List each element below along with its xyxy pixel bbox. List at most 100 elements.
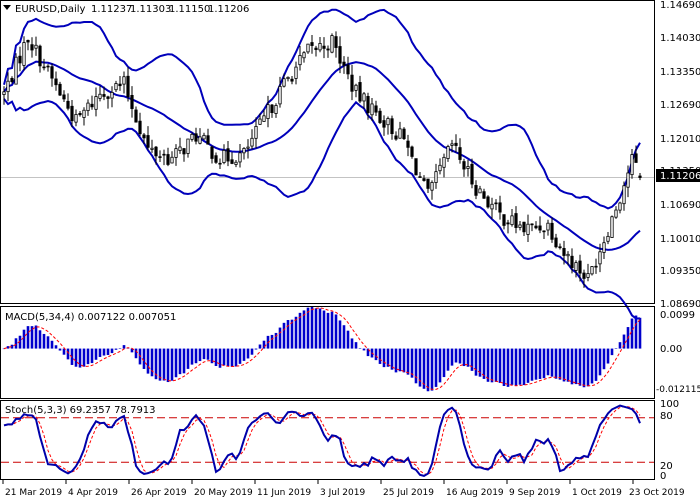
price-tick: 1.12690	[660, 100, 700, 111]
macd-bar	[146, 348, 150, 374]
macd-bar	[446, 348, 450, 371]
price-candle	[386, 116, 390, 135]
macd-bar	[14, 338, 18, 349]
price-candle	[186, 138, 190, 158]
price-candle	[426, 178, 430, 193]
macd-bar	[162, 348, 166, 381]
price-candle	[314, 45, 318, 57]
macd-bar	[214, 348, 218, 367]
time-label: 11 Jun 2019	[257, 488, 311, 498]
price-candle	[486, 195, 490, 209]
macd-bar	[614, 348, 618, 349]
stochastic-panel[interactable]	[0, 400, 655, 480]
price-candle	[626, 165, 630, 198]
price-candle	[530, 223, 534, 232]
macd-bar	[190, 348, 194, 365]
macd-bar	[318, 308, 322, 349]
macd-bar	[346, 330, 350, 349]
macd-bar	[278, 327, 282, 349]
price-candle	[298, 45, 302, 71]
time-label: 23 Oct 2019	[629, 488, 685, 498]
macd-panel[interactable]	[0, 306, 655, 399]
macd-bar	[562, 348, 566, 382]
price-panel[interactable]	[0, 0, 655, 320]
price-candle	[154, 146, 158, 165]
price-candle	[502, 214, 506, 230]
macd-bar	[422, 348, 426, 389]
macd-bar	[142, 348, 146, 369]
price-candle	[330, 33, 334, 54]
macd-bar	[58, 348, 62, 351]
chart-dropdown-icon[interactable]	[3, 5, 11, 10]
price-candle	[346, 56, 350, 80]
macd-bar	[246, 348, 250, 359]
price-candle	[50, 63, 54, 87]
macd-bar	[530, 348, 534, 381]
time-label: 25 Jul 2019	[383, 488, 434, 498]
price-candle	[250, 129, 254, 150]
macd-bar	[50, 340, 54, 349]
macd-bar	[254, 348, 258, 350]
price-candle	[410, 145, 414, 159]
macd-bar	[434, 348, 438, 387]
macd-bar	[174, 348, 178, 378]
bollinger-middle	[3, 60, 641, 251]
price-candle	[370, 97, 374, 122]
stochastic-plot	[1, 404, 654, 477]
price-candle	[466, 159, 470, 177]
macd-bar	[250, 348, 254, 355]
time-axis[interactable]: 21 Mar 2019 4 Apr 2019 26 Apr 2019 20 May 2…	[2, 480, 685, 498]
time-label: 3 Jul 2019	[320, 488, 365, 498]
price-candle	[278, 76, 282, 108]
macd-bar	[86, 348, 90, 365]
symbol-header[interactable]: EURUSD,Daily 1.11237 1.11303 1.11150 1.1…	[3, 4, 249, 15]
price-candle	[274, 103, 278, 118]
price-candle	[318, 37, 322, 53]
price-tick: 1.08690	[660, 299, 700, 310]
macd-axis[interactable]: 0.0099 0.00 -0.012115	[656, 310, 700, 395]
macd-bar	[634, 315, 638, 349]
price-candle	[246, 139, 250, 159]
macd-bar	[398, 348, 402, 372]
price-candle	[454, 134, 458, 153]
price-candle	[198, 128, 202, 145]
macd-bar	[494, 348, 498, 382]
price-tick: 1.10010	[660, 234, 700, 245]
price-candle	[494, 199, 498, 211]
symbol-label: EURUSD,Daily	[15, 4, 86, 15]
macd-plot	[2, 307, 642, 392]
price-candle	[434, 163, 438, 189]
price-candle	[514, 206, 518, 234]
macd-bar	[186, 348, 190, 369]
price-tick: 1.13350	[660, 67, 700, 78]
price-candle	[162, 149, 166, 166]
price-axis[interactable]: 1.14690 1.14030 1.13350 1.12690 1.12010 …	[656, 0, 700, 310]
price-tick: 1.09350	[660, 266, 700, 277]
price-candle	[86, 99, 90, 116]
price-candle	[518, 220, 522, 231]
macd-bar	[330, 311, 334, 349]
macd-bar	[466, 348, 470, 367]
macd-bar	[406, 348, 410, 375]
price-candle	[510, 209, 514, 227]
stoch-tick: 80	[660, 411, 673, 422]
macd-bar	[482, 348, 486, 379]
stochastic-axis[interactable]: 100 80 20 0	[660, 399, 679, 482]
price-candle	[418, 171, 422, 178]
price-candle	[110, 86, 114, 108]
price-candle	[366, 92, 370, 120]
price-candle	[390, 115, 394, 140]
price-candle	[362, 92, 366, 109]
macd-bar	[270, 334, 274, 349]
macd-bar	[402, 348, 406, 373]
macd-bar	[170, 348, 174, 381]
macd-bar	[506, 348, 510, 387]
price-candle	[438, 158, 442, 175]
macd-bar	[462, 348, 466, 367]
macd-bar	[98, 348, 102, 357]
macd-bar	[290, 319, 294, 349]
macd-bar	[598, 348, 602, 376]
macd-bar	[134, 348, 138, 359]
